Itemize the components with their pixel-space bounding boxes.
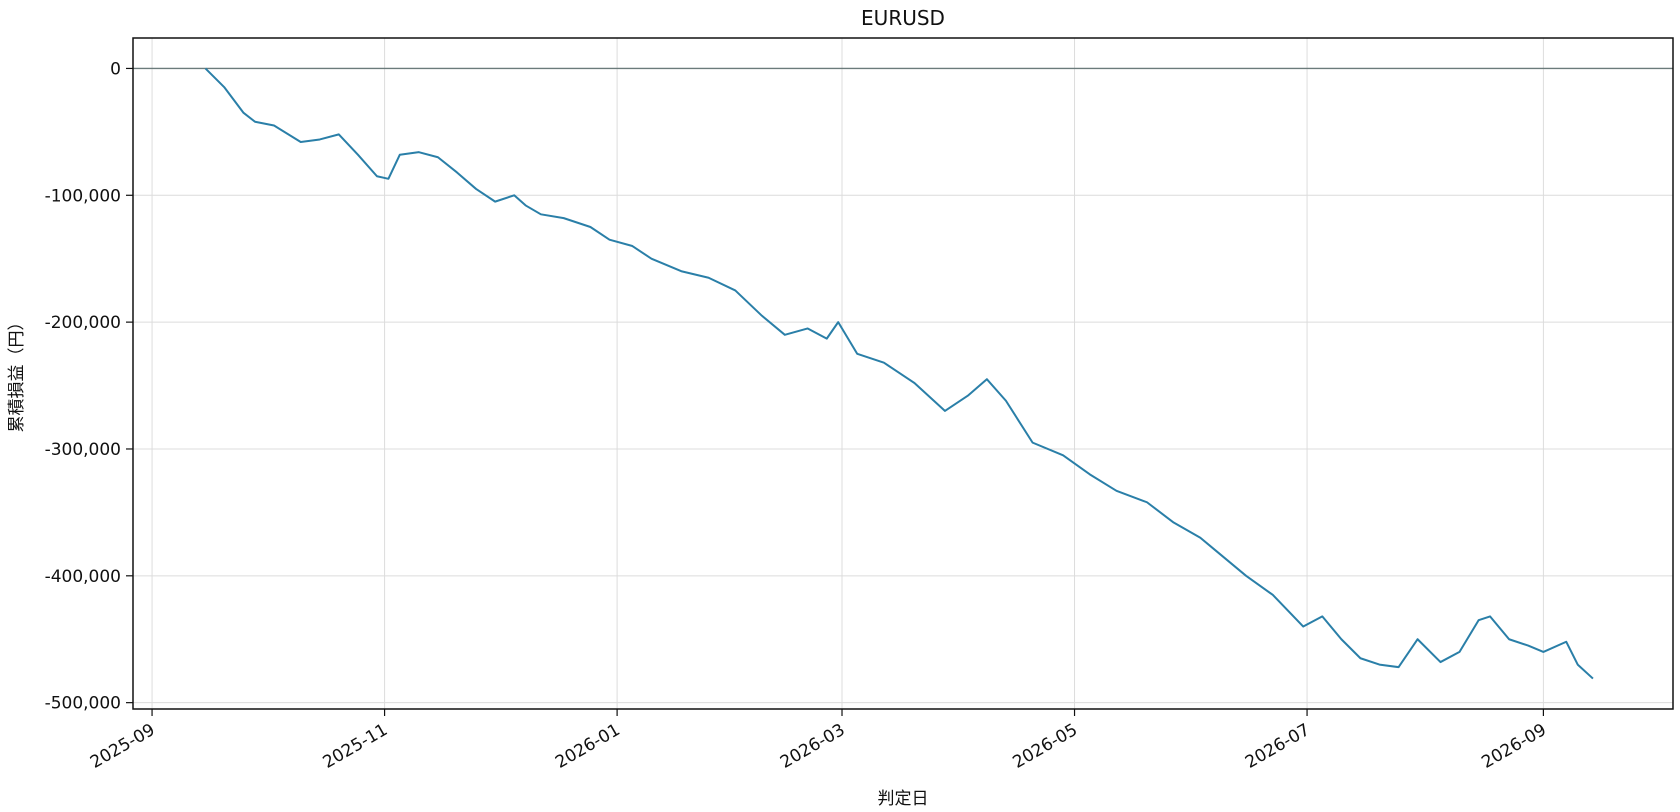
y-tick-label: -400,000 xyxy=(45,567,121,587)
y-tick-label: -200,000 xyxy=(45,313,121,333)
y-tick-label: -300,000 xyxy=(45,440,121,460)
chart-title: EURUSD xyxy=(861,6,945,30)
cumulative-pnl-line xyxy=(204,67,1594,680)
x-axis-label: 判定日 xyxy=(878,789,929,809)
y-axis: 0 -100,000 -200,000 -300,000 -400,000 -500,00… xyxy=(45,59,133,714)
y-tick-label: -500,000 xyxy=(45,694,121,714)
y-tick-label: 0 xyxy=(110,59,121,79)
plot-frame xyxy=(132,37,1674,710)
y-tick-label: -100,000 xyxy=(45,186,121,206)
y-axis-label: 累積損益（円） xyxy=(7,314,27,433)
series-group xyxy=(204,67,1594,680)
grid-lines xyxy=(133,38,1673,709)
